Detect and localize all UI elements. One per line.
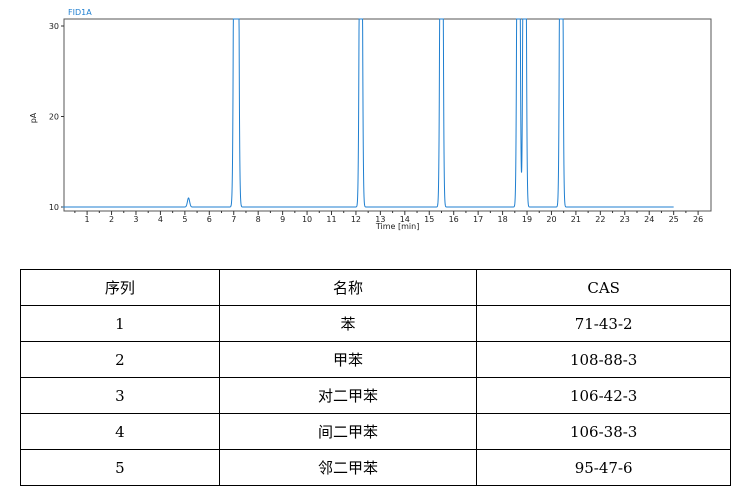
x-tick-label: 19	[522, 215, 532, 224]
table-row: 5 邻二甲苯 95-47-6	[20, 449, 731, 486]
y-tick-label: 20	[49, 113, 59, 122]
x-tick-label: 25	[669, 215, 679, 224]
cell-name: 对二甲苯	[218, 377, 478, 414]
cell-cas: 106-42-3	[476, 377, 731, 414]
chromatogram-chart: FID1A10203040506070809010011012013014015…	[29, 8, 712, 231]
cell-index: 3	[20, 377, 220, 414]
x-tick-label: 23	[620, 215, 630, 224]
y-tick-label: 30	[49, 22, 59, 31]
x-tick-label: 21	[571, 215, 581, 224]
x-tick-label: 20	[546, 215, 556, 224]
y-tick-label: 10	[49, 203, 59, 212]
header-cas: CAS	[476, 269, 731, 306]
table-header-row: 序列 名称 CAS	[20, 269, 731, 306]
x-tick-label: 7	[231, 215, 236, 224]
cell-index: 2	[20, 341, 220, 378]
x-tick-label: 26	[693, 215, 703, 224]
table-row: 1 苯 71-43-2	[20, 305, 731, 342]
chart-title: FID1A	[68, 8, 92, 17]
compound-table: 序列 名称 CAS 1 苯 71-43-2 2 甲苯 108-88-3 3 对二…	[20, 269, 731, 486]
x-tick-label: 2	[109, 215, 114, 224]
x-tick-label: 11	[326, 215, 336, 224]
cell-name: 间二甲苯	[218, 413, 478, 450]
x-tick-label: 10	[302, 215, 312, 224]
x-tick-label: 12	[351, 215, 361, 224]
x-tick-label: 16	[449, 215, 459, 224]
cell-index: 5	[20, 449, 220, 486]
x-tick-label: 4	[158, 215, 163, 224]
cell-cas: 108-88-3	[476, 341, 731, 378]
header-name: 名称	[218, 269, 478, 306]
x-tick-label: 17	[473, 215, 483, 224]
table-row: 3 对二甲苯 106-42-3	[20, 377, 731, 414]
x-tick-label: 24	[644, 215, 654, 224]
x-tick-label: 6	[207, 215, 212, 224]
x-tick-label: 22	[595, 215, 605, 224]
plot-frame	[63, 18, 712, 212]
header-index: 序列	[20, 269, 220, 306]
table-row: 4 间二甲苯 106-38-3	[20, 413, 731, 450]
cell-name: 苯	[218, 305, 478, 342]
x-tick-label: 5	[182, 215, 187, 224]
cell-cas: 95-47-6	[476, 449, 731, 486]
cell-index: 1	[20, 305, 220, 342]
x-tick-label: 9	[280, 215, 285, 224]
x-tick-label: 14	[400, 215, 410, 224]
x-tick-label: 18	[497, 215, 507, 224]
table-row: 2 甲苯 108-88-3	[20, 341, 731, 378]
x-tick-label: 15	[424, 215, 434, 224]
cell-cas: 106-38-3	[476, 413, 731, 450]
cell-cas: 71-43-2	[476, 305, 731, 342]
cell-name: 邻二甲苯	[218, 449, 478, 486]
x-tick-label: 13	[375, 215, 385, 224]
y-axis-label: pA	[29, 112, 38, 123]
cell-name: 甲苯	[218, 341, 478, 378]
x-tick-label: 8	[256, 215, 261, 224]
x-axis-label: Time [min]	[375, 222, 419, 231]
signal-trace	[62, 18, 674, 208]
cell-index: 4	[20, 413, 220, 450]
x-tick-label: 3	[133, 215, 138, 224]
x-tick-label: 1	[85, 215, 90, 224]
